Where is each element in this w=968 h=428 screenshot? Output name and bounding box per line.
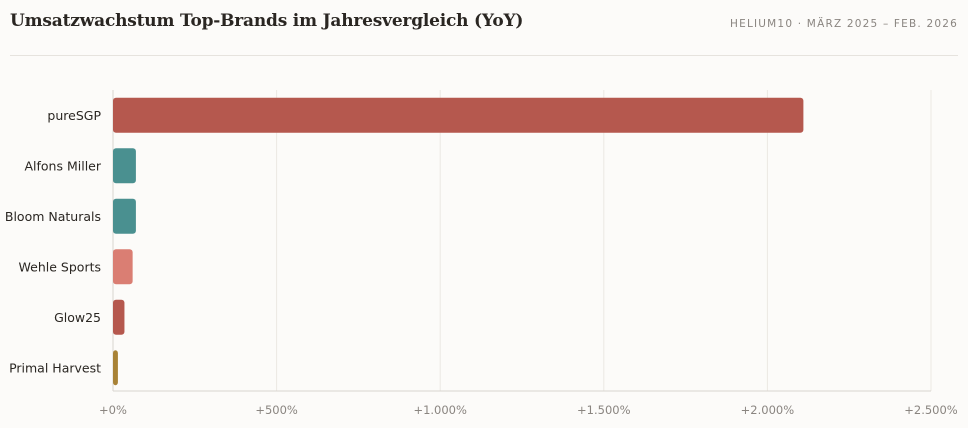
- bar: [113, 148, 136, 184]
- category-label: Bloom Naturals: [5, 209, 101, 224]
- x-tick-label: +1.500%: [577, 403, 631, 417]
- bar: [113, 198, 136, 234]
- x-tick-label: +500%: [255, 403, 298, 417]
- category-label: pureSGP: [47, 108, 101, 123]
- x-tick-label: +1.000%: [413, 403, 467, 417]
- category-label: Alfons Miller: [24, 158, 101, 173]
- category-label: Primal Harvest: [9, 360, 101, 375]
- bar: [113, 97, 804, 133]
- chart-subtitle: HELIUM10 · MÄRZ 2025 – FEB. 2026: [730, 18, 958, 30]
- category-label: Wehle Sports: [19, 259, 101, 274]
- chart-title: Umsatzwachstum Top-Brands im Jahresvergl…: [10, 11, 524, 31]
- x-tick-label: +2.000%: [741, 403, 795, 417]
- category-label: Glow25: [54, 310, 101, 325]
- x-tick-label: +2.500%: [904, 403, 958, 417]
- bar: [113, 350, 118, 386]
- bar: [113, 249, 133, 285]
- bar: [113, 299, 125, 335]
- x-tick-label: +0%: [99, 403, 127, 417]
- chart-header: Umsatzwachstum Top-Brands im Jahresvergl…: [10, 0, 958, 56]
